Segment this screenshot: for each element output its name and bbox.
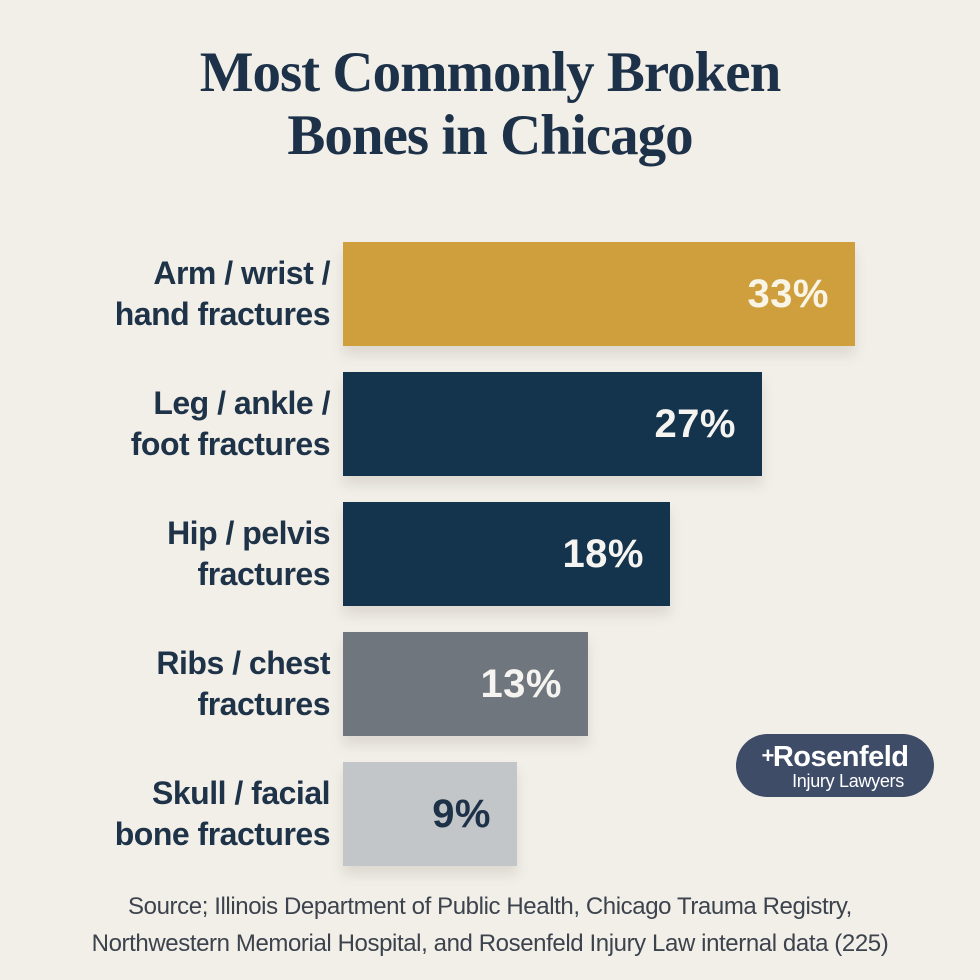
category-label-line-2: fractures bbox=[197, 556, 331, 592]
category-label: Ribs / chest fractures bbox=[0, 632, 330, 736]
category-label-line-1: Hip / pelvis bbox=[167, 515, 330, 551]
bar-row-arm-wrist-hand: Arm / wrist / hand fractures 33% bbox=[0, 242, 980, 346]
bar-value-label: 13% bbox=[480, 661, 562, 706]
rosenfeld-logo-badge: +Rosenfeld Injury Lawyers bbox=[736, 734, 934, 797]
bar-row-leg-ankle-foot: Leg / ankle / foot fractures 27% bbox=[0, 372, 980, 476]
logo-wordmark: +Rosenfeld bbox=[761, 740, 909, 773]
bar-value-label: 18% bbox=[562, 531, 644, 576]
category-label: Hip / pelvis fractures bbox=[0, 502, 330, 606]
bar-arm-wrist-hand: 33% bbox=[343, 242, 855, 346]
page-title: Most Commonly Broken Bones in Chicago bbox=[0, 41, 980, 167]
bar-value-label: 9% bbox=[432, 791, 491, 836]
category-label-line-2: foot fractures bbox=[130, 426, 331, 462]
category-label-line-2: hand fractures bbox=[114, 296, 331, 332]
bar-hip-pelvis: 18% bbox=[343, 502, 670, 606]
category-label-line-1: Arm / wrist / bbox=[153, 255, 330, 291]
category-label-line-1: Ribs / chest bbox=[156, 645, 330, 681]
bar-skull-facial: 9% bbox=[343, 762, 517, 866]
source-line-1: Source; Illinois Department of Public He… bbox=[128, 893, 852, 920]
category-label: Arm / wrist / hand fractures bbox=[0, 242, 331, 346]
category-label-line-2: bone fractures bbox=[114, 816, 331, 852]
category-label-line-1: Skull / facial bbox=[152, 775, 330, 811]
bar-row-skull-facial: Skull / facial bone fractures 9% bbox=[0, 762, 980, 866]
logo-tagline: Injury Lawyers bbox=[792, 770, 904, 791]
category-label: Leg / ankle / foot fractures bbox=[0, 372, 331, 476]
category-label-line-2: fractures bbox=[197, 686, 331, 722]
category-label-line-1: Leg / ankle / bbox=[153, 385, 330, 421]
bar-value-label: 33% bbox=[747, 271, 829, 316]
source-attribution: Source; Illinois Department of Public He… bbox=[0, 888, 980, 962]
logo-name: Rosenfeld bbox=[772, 740, 909, 773]
bar-row-ribs-chest: Ribs / chest fractures 13% bbox=[0, 632, 980, 736]
bar-value-label: 27% bbox=[654, 401, 736, 446]
bar-row-hip-pelvis: Hip / pelvis fractures 18% bbox=[0, 502, 980, 606]
bar-leg-ankle-foot: 27% bbox=[343, 372, 762, 476]
title-line-1: Most Commonly Broken bbox=[199, 41, 782, 104]
bar-ribs-chest: 13% bbox=[343, 632, 588, 736]
medical-cross-icon: + bbox=[761, 742, 774, 768]
title-line-2: Bones in Chicago bbox=[287, 103, 693, 167]
source-line-2: Northwestern Memorial Hospital, and Rose… bbox=[91, 930, 889, 957]
category-label: Skull / facial bone fractures bbox=[0, 762, 331, 866]
